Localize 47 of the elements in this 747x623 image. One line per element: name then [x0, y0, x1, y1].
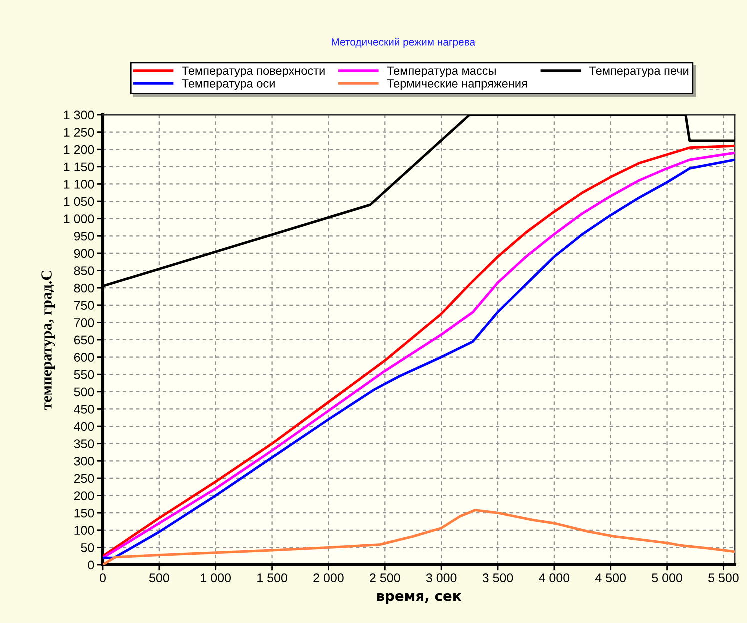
- y-tick-label: 900: [74, 249, 94, 258]
- y-tick-label: 950: [74, 232, 94, 241]
- legend-label: Температура оси: [182, 80, 275, 90]
- x-tick-label: 5 000: [652, 574, 682, 583]
- y-tick-label: 1 000: [64, 214, 94, 224]
- legend-label: Температура массы: [387, 66, 496, 78]
- y-tick-label: 650: [74, 336, 94, 345]
- x-tick-label: 4 000: [539, 574, 570, 583]
- y-tick-label: 250: [74, 474, 94, 484]
- legend-label: Температура поверхности: [182, 66, 325, 78]
- y-tick-label: 150: [74, 508, 94, 518]
- y-tick-label: 0: [88, 560, 94, 570]
- y-tick-label: 550: [74, 370, 94, 380]
- y-tick-label: 300: [74, 456, 94, 466]
- x-tick-label: 5 500: [708, 574, 739, 583]
- y-tick-label: 1 100: [64, 180, 94, 189]
- y-tick-label: 500: [74, 388, 94, 397]
- x-tick-label: 1 500: [258, 574, 288, 583]
- x-axis-title: время, сек: [377, 593, 462, 604]
- y-axis-title: температура, град.С: [42, 270, 56, 410]
- y-tick-label: 200: [74, 492, 94, 500]
- y-tick-label: 850: [74, 266, 94, 276]
- legend-label: Термические напряжения: [387, 80, 528, 90]
- y-tick-label: 50: [81, 543, 94, 552]
- x-tick-label: 2 500: [370, 574, 400, 583]
- y-tick-label: 1 050: [64, 197, 94, 206]
- y-tick-label: 1 250: [64, 128, 94, 137]
- y-tick-label: 350: [74, 440, 94, 448]
- x-tick-label: 500: [150, 574, 170, 583]
- y-tick-label: 1 150: [64, 162, 94, 172]
- x-tick-label: 4 500: [596, 574, 626, 583]
- x-tick-label: 3 000: [426, 574, 457, 583]
- y-tick-label: 100: [74, 526, 94, 536]
- y-tick-label: 400: [74, 422, 94, 432]
- y-tick-label: 1 200: [64, 145, 94, 154]
- y-tick-label: 750: [74, 301, 94, 310]
- x-tick-label: 2 000: [314, 574, 344, 583]
- y-tick-label: 450: [74, 405, 94, 414]
- y-tick-label: 700: [74, 318, 94, 328]
- x-tick-label: 1 000: [201, 574, 232, 583]
- chart-title: Методический режим нагрева: [332, 38, 476, 48]
- y-tick-label: 1 300: [64, 110, 94, 120]
- x-tick-label: 0: [100, 574, 106, 583]
- y-tick-label: 800: [74, 284, 94, 293]
- y-tick-label: 600: [74, 353, 94, 362]
- x-tick-label: 3 500: [482, 574, 514, 583]
- legend-label: Температура печи: [590, 66, 689, 78]
